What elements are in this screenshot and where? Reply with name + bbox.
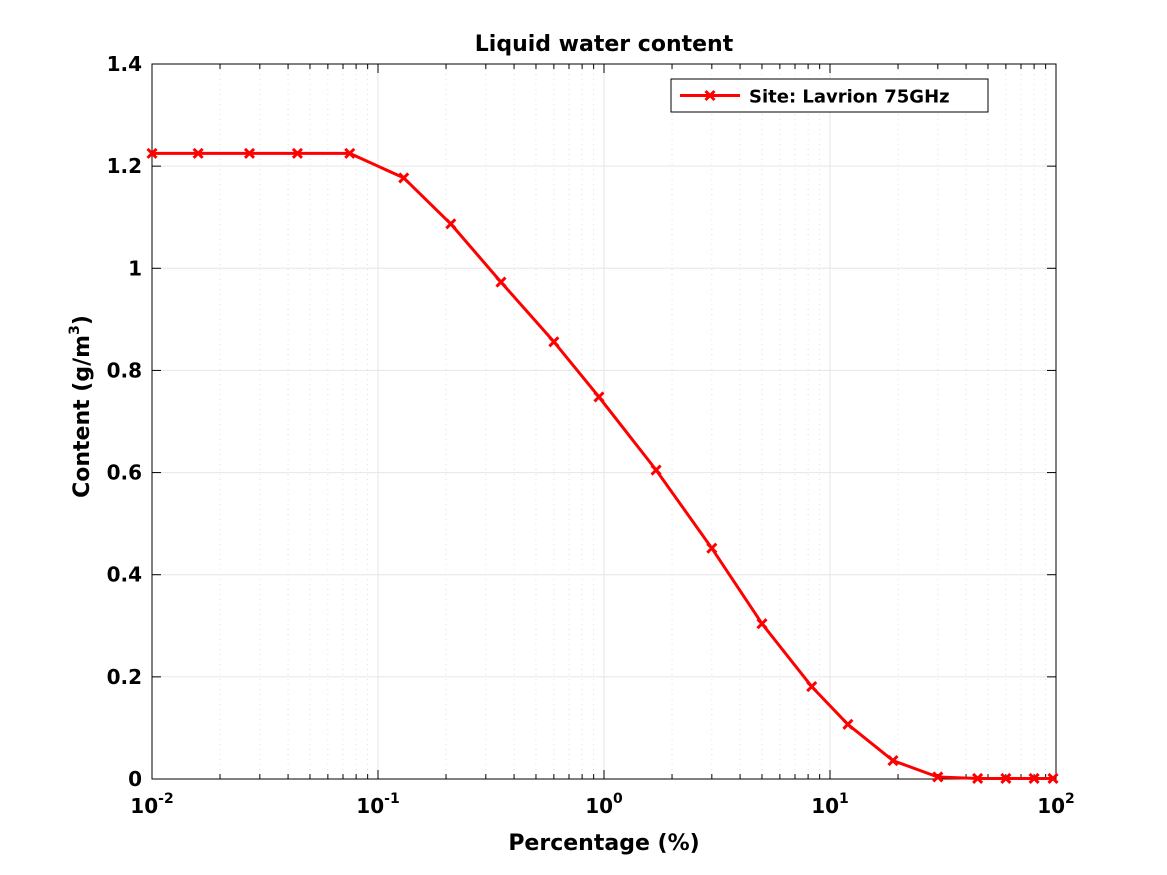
y-tick-label: 1.2 [107, 154, 142, 178]
series-layer [146, 147, 1059, 785]
y-tick-label: 1 [128, 256, 142, 280]
data-point [1028, 772, 1040, 785]
x-tick-label-exponent: 1 [839, 791, 849, 807]
x-tick-label: 10-1 [356, 791, 399, 818]
y-tick-label: 0.8 [107, 358, 142, 382]
data-point [445, 218, 457, 230]
data-point [1000, 772, 1012, 785]
y-tick-label: 0 [128, 767, 142, 791]
data-point [243, 147, 256, 159]
data-point [1047, 772, 1059, 785]
x-tick-label-base: 10 [130, 794, 158, 818]
x-tick-label: 102 [1037, 791, 1075, 818]
tick-labels: 00.20.40.60.811.21.410-2 10-1 100 101 102 [107, 52, 1075, 818]
y-axis-label-text: Content (g/m [70, 335, 95, 498]
legend-marker-x [704, 89, 716, 102]
data-point [495, 276, 507, 288]
x-tick-label-exponent: 0 [613, 791, 623, 807]
data-point [291, 147, 303, 159]
data-point [706, 542, 718, 554]
chart-title: Liquid water content [475, 32, 734, 57]
data-point [344, 147, 356, 159]
x-tick-label: 100 [585, 791, 623, 818]
data-point [146, 147, 158, 159]
data-point [806, 681, 818, 693]
y-axis-label: Content (g/m3) [67, 315, 95, 498]
legend-entry-label: Site: Lavrion 75GHz [749, 87, 950, 108]
data-point [650, 464, 662, 476]
data-point [887, 755, 899, 767]
data-point [756, 618, 768, 630]
x-tick-label-base: 10 [585, 794, 613, 818]
y-axis-label-superscript: 3 [67, 325, 83, 335]
x-tick-label-exponent: -2 [158, 791, 174, 807]
data-point [932, 771, 944, 783]
data-point [192, 147, 204, 159]
x-tick-label-base: 10 [811, 794, 839, 818]
data-point [548, 336, 560, 348]
y-tick-label: 0.6 [107, 461, 142, 485]
y-tick-label: 1.4 [107, 52, 142, 76]
y-tick-label: 0.2 [107, 665, 142, 689]
x-tick-label: 101 [811, 791, 849, 818]
x-tick-label-exponent: -1 [384, 791, 400, 807]
x-tick-label-base: 10 [356, 794, 384, 818]
data-point [842, 718, 854, 730]
legend-marker-x-glyph [704, 89, 716, 102]
x-tick-label-base: 10 [1037, 794, 1065, 818]
y-tick-label: 0.4 [107, 563, 142, 587]
legend: Site: Lavrion 75GHz [670, 78, 989, 113]
data-point [593, 391, 605, 403]
tick-marks [151, 63, 1057, 780]
data-point [398, 172, 410, 184]
y-axis-label-close: ) [70, 315, 95, 325]
x-axis-label: Percentage (%) [508, 831, 699, 856]
data-point [972, 772, 984, 785]
x-tick-label: 10-2 [130, 791, 173, 818]
x-tick-label-exponent: 2 [1065, 791, 1075, 807]
